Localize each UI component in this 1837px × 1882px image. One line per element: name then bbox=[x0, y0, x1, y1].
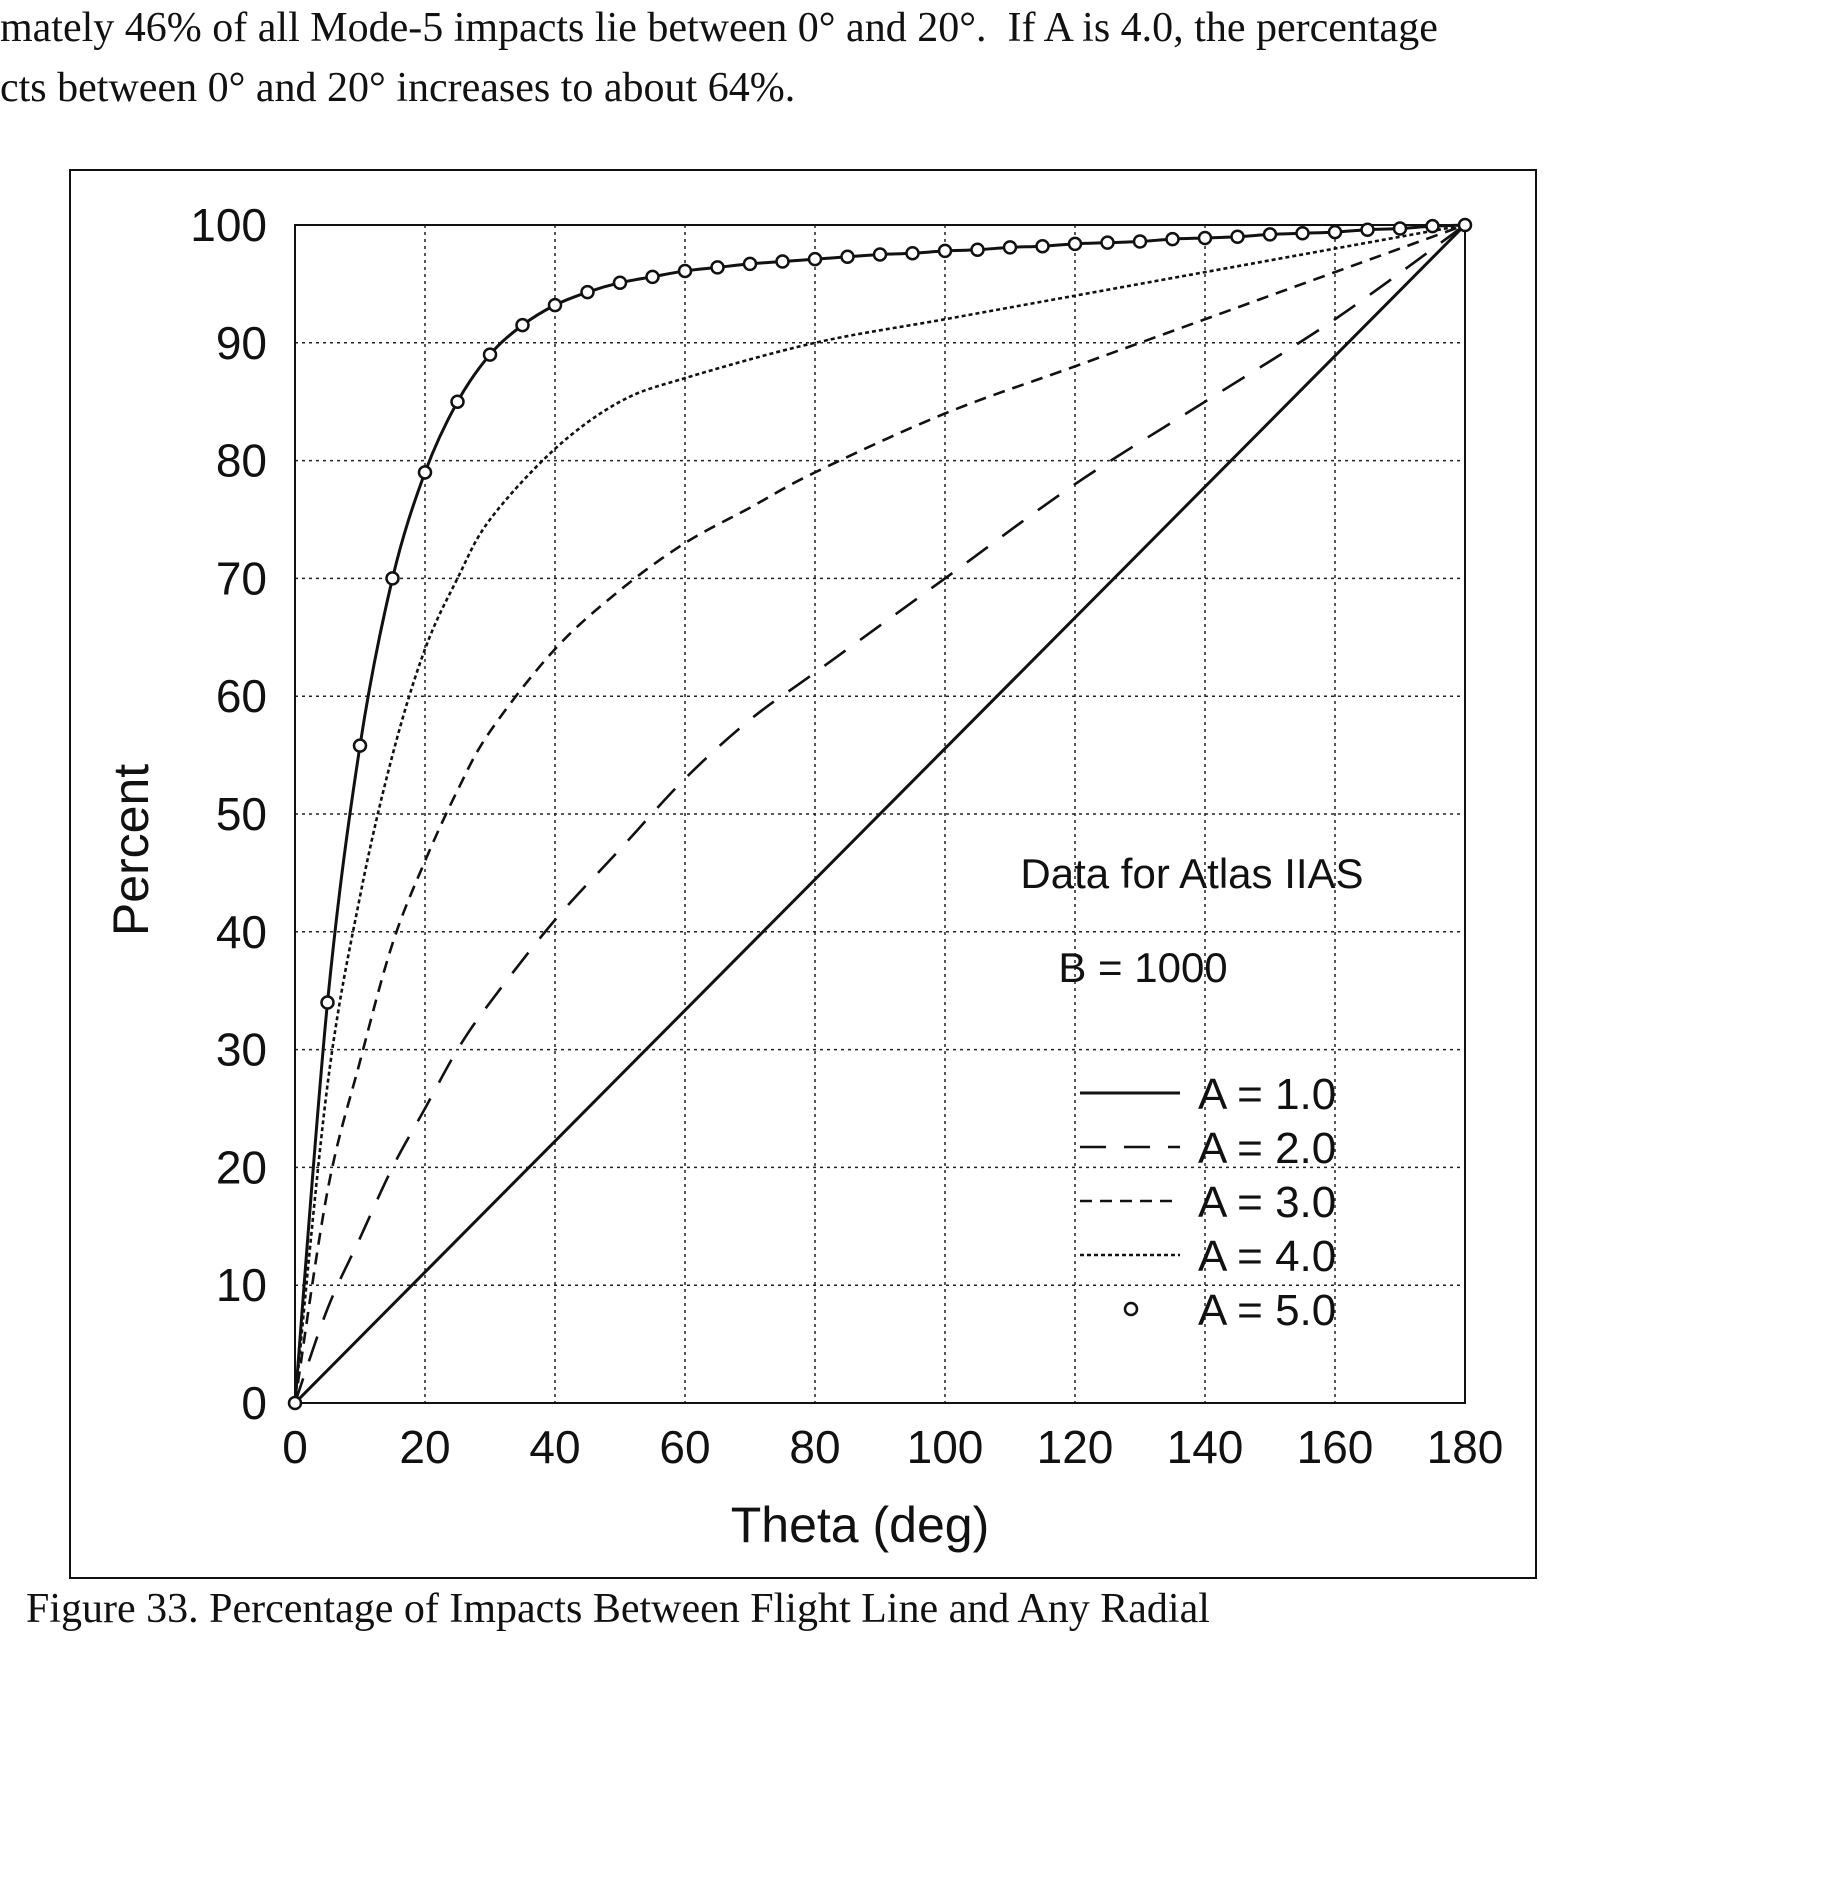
series-point bbox=[1165, 231, 1180, 247]
annotation-b-value: B = 1000 bbox=[1058, 944, 1227, 991]
series-point bbox=[1067, 236, 1083, 252]
x-tick-label: 160 bbox=[1297, 1421, 1374, 1473]
series-point bbox=[352, 738, 368, 753]
x-tick-label: 20 bbox=[399, 1421, 450, 1473]
y-tick-label: 60 bbox=[216, 670, 267, 722]
series-point bbox=[645, 269, 660, 285]
intro-line-2: cts between 0° and 20° increases to abou… bbox=[0, 65, 796, 111]
series-lines bbox=[293, 223, 1467, 1405]
y-tick-label: 100 bbox=[190, 199, 267, 251]
x-tick-label: 180 bbox=[1427, 1421, 1504, 1473]
x-tick-label: 120 bbox=[1037, 1421, 1114, 1473]
figure-caption: Figure 33. Percentage of Impacts Between… bbox=[26, 1586, 1210, 1632]
series-point bbox=[677, 263, 693, 279]
series-point bbox=[547, 297, 563, 313]
legend: A = 1.0 A = 2.0 A = 3.0 A = 4.0 A = 5.0 bbox=[1080, 1070, 1336, 1335]
figure-frame bbox=[69, 169, 1537, 1579]
series-point bbox=[1295, 225, 1310, 241]
series-point bbox=[417, 465, 433, 480]
annotation-title: Data for Atlas IIAS bbox=[1020, 850, 1363, 897]
y-axis-label: Percent bbox=[103, 764, 159, 936]
x-tick-label: 0 bbox=[282, 1421, 308, 1473]
legend-label: A = 2.0 bbox=[1198, 1124, 1336, 1173]
series-point bbox=[807, 251, 823, 267]
legend-label: A = 5.0 bbox=[1198, 1286, 1336, 1335]
y-tick-label: 90 bbox=[216, 317, 267, 369]
series-point bbox=[970, 242, 985, 257]
series-point bbox=[1262, 227, 1278, 242]
series-point bbox=[1327, 224, 1343, 240]
series-point bbox=[482, 347, 498, 362]
series-point bbox=[1425, 218, 1440, 234]
x-tick-label: 40 bbox=[529, 1421, 580, 1473]
series-point bbox=[1230, 229, 1245, 245]
series-point bbox=[1132, 234, 1148, 249]
y-tick-label: 50 bbox=[216, 788, 267, 840]
series-point bbox=[775, 254, 790, 269]
series-line-4 bbox=[293, 223, 1466, 1404]
x-tick-label: 60 bbox=[659, 1421, 710, 1473]
series-point bbox=[515, 317, 530, 333]
series-point bbox=[385, 571, 400, 586]
series-point bbox=[840, 249, 855, 265]
intro-text: mately 46% of all Mode-5 impacts lie bet… bbox=[0, 0, 1837, 192]
series-point bbox=[1100, 235, 1115, 250]
x-tick-label: 80 bbox=[789, 1421, 840, 1473]
series-point bbox=[905, 246, 920, 261]
y-tick-label: 30 bbox=[216, 1024, 267, 1076]
intro-line-1: mately 46% of all Mode-5 impacts lie bet… bbox=[0, 5, 1438, 51]
y-tick-label: 80 bbox=[216, 435, 267, 487]
y-tick-label: 10 bbox=[216, 1259, 267, 1311]
series-point bbox=[1360, 222, 1375, 237]
series-point bbox=[1002, 240, 1018, 255]
legend-marker bbox=[1123, 1301, 1139, 1317]
tick-labels: 0 20 40 60 80 100 120 140 160 180 0 10 20 30 40 50 60 70 8… bbox=[190, 199, 1503, 1473]
y-tick-label: 0 bbox=[241, 1377, 267, 1429]
y-tick-label: 40 bbox=[216, 906, 267, 958]
x-tick-label: 100 bbox=[907, 1421, 984, 1473]
y-tick-label: 20 bbox=[216, 1141, 267, 1193]
x-tick-label: 140 bbox=[1167, 1421, 1244, 1473]
series-point bbox=[612, 275, 628, 290]
grid bbox=[295, 225, 1465, 1403]
series-point bbox=[1457, 217, 1473, 233]
series-line-5 bbox=[293, 223, 1466, 1404]
series-line-3 bbox=[293, 223, 1466, 1404]
series-point bbox=[450, 394, 465, 409]
series-point bbox=[1035, 238, 1050, 254]
series-point bbox=[710, 260, 725, 275]
series-point bbox=[872, 247, 888, 262]
plot-area bbox=[294, 224, 1466, 1404]
series-line-1 bbox=[293, 223, 1467, 1405]
series-point bbox=[1392, 221, 1408, 236]
series-point bbox=[287, 1395, 303, 1411]
series-point bbox=[580, 284, 595, 300]
legend-label: A = 4.0 bbox=[1198, 1232, 1336, 1281]
y-tick-label: 70 bbox=[216, 552, 267, 604]
series-markers bbox=[287, 217, 1473, 1411]
legend-label: A = 1.0 bbox=[1198, 1070, 1336, 1119]
x-axis-label: Theta (deg) bbox=[731, 1497, 989, 1553]
series-point bbox=[1197, 230, 1213, 246]
series-point bbox=[742, 256, 758, 272]
series-point bbox=[320, 995, 335, 1010]
series-point bbox=[937, 243, 953, 259]
legend-label: A = 3.0 bbox=[1198, 1178, 1336, 1227]
